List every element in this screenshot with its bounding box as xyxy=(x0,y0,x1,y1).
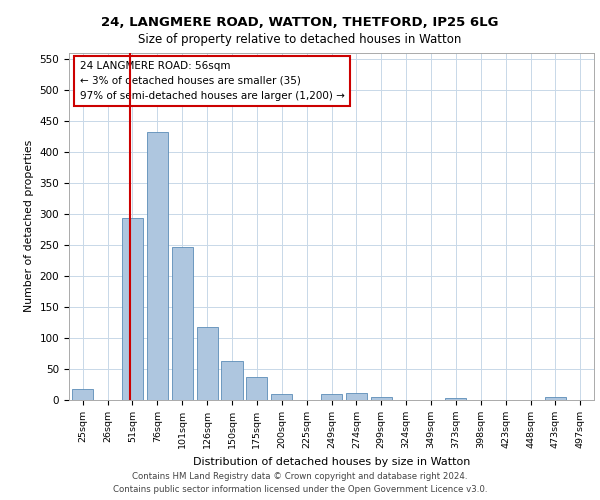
Text: 24 LANGMERE ROAD: 56sqm
← 3% of detached houses are smaller (35)
97% of semi-det: 24 LANGMERE ROAD: 56sqm ← 3% of detached… xyxy=(79,61,344,101)
Text: Size of property relative to detached houses in Watton: Size of property relative to detached ho… xyxy=(139,32,461,46)
Bar xyxy=(221,361,242,400)
Bar xyxy=(246,377,268,400)
Bar xyxy=(545,397,566,400)
Bar xyxy=(346,392,367,400)
Bar xyxy=(122,218,143,400)
Bar xyxy=(321,394,342,400)
Text: Contains HM Land Registry data © Crown copyright and database right 2024.
Contai: Contains HM Land Registry data © Crown c… xyxy=(113,472,487,494)
Bar xyxy=(147,132,168,400)
Text: 24, LANGMERE ROAD, WATTON, THETFORD, IP25 6LG: 24, LANGMERE ROAD, WATTON, THETFORD, IP2… xyxy=(101,16,499,29)
Bar xyxy=(172,248,193,400)
Bar xyxy=(197,327,218,400)
Bar xyxy=(371,397,392,400)
X-axis label: Distribution of detached houses by size in Watton: Distribution of detached houses by size … xyxy=(193,456,470,466)
Bar xyxy=(445,398,466,400)
Bar xyxy=(72,390,93,400)
Y-axis label: Number of detached properties: Number of detached properties xyxy=(24,140,34,312)
Bar xyxy=(271,394,292,400)
